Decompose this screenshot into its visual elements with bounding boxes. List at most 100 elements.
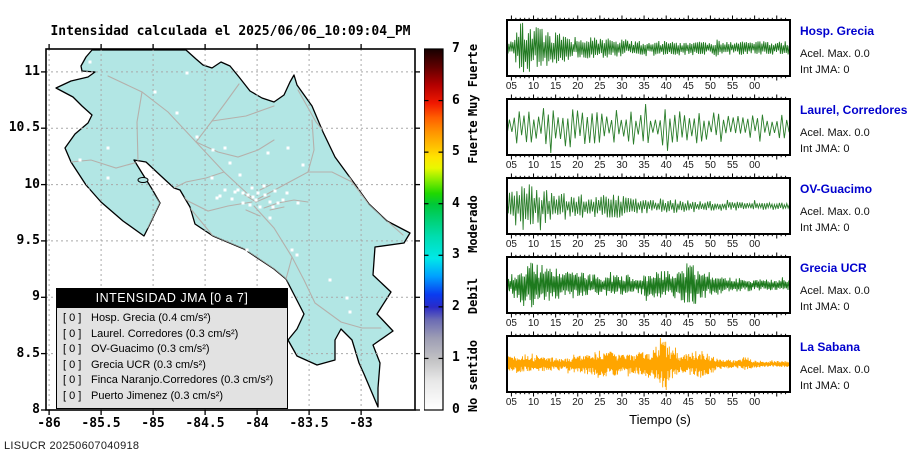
station-jma-intensity: Int JMA: 0 <box>800 64 850 76</box>
svg-text:55: 55 <box>727 239 739 250</box>
seismogram-panel-laurel-corredores: 05 10 15 20 25 30 35 40 45 50 55 00 Laurel, Corredo… <box>506 91 910 171</box>
svg-text:15: 15 <box>550 81 562 92</box>
y-tick-label: 9.5 <box>16 233 40 248</box>
time-axis-label: Tiempo (s) <box>629 412 691 427</box>
map-land <box>55 49 411 408</box>
svg-text:05: 05 <box>506 239 517 250</box>
svg-text:15: 15 <box>550 239 562 250</box>
svg-text:05: 05 <box>506 318 517 329</box>
seismogram-panel-ov-guacimo: 05 10 15 20 25 30 35 40 45 50 55 00 OV-Guacimo Acel… <box>506 170 910 250</box>
map-frame <box>45 48 416 411</box>
svg-text:20: 20 <box>572 239 584 250</box>
svg-text:40: 40 <box>661 81 673 92</box>
y-tick-label: 9 <box>32 289 40 304</box>
colorbar-tick: 3 <box>452 247 460 262</box>
x-tick-label: -83 <box>349 416 373 431</box>
seismogram-panel-grecia-ucr: 05 10 15 20 25 30 35 40 45 50 55 00 Grecia UCR Acel… <box>506 249 910 329</box>
svg-text:00: 00 <box>749 239 761 250</box>
legend-station-label: Finca Naranjo.Corredores (0.3 cm/s²) <box>91 374 274 386</box>
map-title: Intensidad calculada el 2025/06/06_10:09… <box>50 24 411 39</box>
svg-text:55: 55 <box>727 160 739 171</box>
svg-text:30: 30 <box>616 397 628 408</box>
y-tick-label: 11 <box>24 64 40 79</box>
svg-text:50: 50 <box>705 81 717 92</box>
intensity-category-label: Muy Fuerte <box>466 43 480 117</box>
colorbar-tick: 1 <box>452 350 460 365</box>
svg-text:25: 25 <box>594 397 606 408</box>
footer-watermark: LISUCR 20250607040918 <box>4 440 140 452</box>
legend-row: [ 0 ] OV-Guacimo (0.3 cm/s²) <box>63 343 210 355</box>
svg-text:50: 50 <box>705 397 717 408</box>
seismogram-plot: 05 10 15 20 25 30 35 40 45 50 55 00 <box>506 252 791 329</box>
svg-text:10: 10 <box>528 397 540 408</box>
legend-station-label: Laurel. Corredores (0.3 cm/s²) <box>91 327 239 340</box>
station-accel-max: Acel. Max. 0.0 <box>800 285 870 297</box>
svg-text:20: 20 <box>572 318 584 329</box>
svg-text:10: 10 <box>528 160 540 171</box>
colorbar-tick: 0 <box>452 402 460 417</box>
legend-row: [ 0 ] Grecia UCR (0.3 cm/s²) <box>63 358 206 371</box>
colorbar-tick: 5 <box>452 144 460 159</box>
x-tick-label: -83.5 <box>289 416 329 431</box>
legend-station-label: Grecia UCR (0.3 cm/s²) <box>91 358 206 371</box>
svg-text:30: 30 <box>616 81 628 92</box>
svg-text:10: 10 <box>528 239 540 250</box>
station-accel-max: Acel. Max. 0.0 <box>800 206 870 218</box>
legend-title: INTENSIDAD JMA [0 a 7] <box>57 289 287 308</box>
svg-text:40: 40 <box>661 397 673 408</box>
legend-station-label: OV-Guacimo (0.3 cm/s²) <box>91 343 210 355</box>
legend-row: [ 0 ] Finca Naranjo.Corredores (0.3 cm/s²… <box>63 374 274 386</box>
svg-text:30: 30 <box>616 239 628 250</box>
svg-text:30: 30 <box>616 318 628 329</box>
station-name: La Sabana <box>800 340 861 354</box>
svg-text:40: 40 <box>661 239 673 250</box>
svg-text:05: 05 <box>506 160 517 171</box>
svg-text:30: 30 <box>616 160 628 171</box>
svg-text:50: 50 <box>705 239 717 250</box>
colorbar-tick: 2 <box>452 299 460 314</box>
y-tick-label: 10.5 <box>8 120 40 135</box>
svg-text:45: 45 <box>683 160 695 171</box>
station-name: Grecia UCR <box>800 261 867 275</box>
svg-text:15: 15 <box>550 397 562 408</box>
svg-text:00: 00 <box>749 81 761 92</box>
svg-text:45: 45 <box>683 239 695 250</box>
station-name: Hosp. Grecia <box>800 24 875 38</box>
y-tick-label: 8 <box>32 402 40 417</box>
x-tick-label: -85 <box>141 416 165 431</box>
x-tick-label: -84.5 <box>185 416 225 431</box>
station-jma-intensity: Int JMA: 0 <box>800 143 850 155</box>
x-tick-label: -86 <box>37 416 61 431</box>
svg-text:40: 40 <box>661 160 673 171</box>
svg-text:35: 35 <box>639 239 651 250</box>
y-tick-label: 8.5 <box>16 346 40 361</box>
svg-text:25: 25 <box>594 239 606 250</box>
legend-station-label: Hosp. Grecia (0.4 cm/s²) <box>91 312 211 324</box>
svg-text:15: 15 <box>550 318 562 329</box>
intensity-colorbar <box>424 48 444 411</box>
station-jma-intensity: Int JMA: 0 <box>800 380 850 392</box>
svg-text:00: 00 <box>749 318 761 329</box>
svg-text:50: 50 <box>705 318 717 329</box>
svg-text:10: 10 <box>528 81 540 92</box>
svg-text:25: 25 <box>594 81 606 92</box>
road-network <box>70 75 404 329</box>
svg-text:05: 05 <box>506 81 517 92</box>
seismogram-plot: 05 10 15 20 25 30 35 40 45 50 55 00 <box>506 173 791 250</box>
svg-text:45: 45 <box>683 397 695 408</box>
svg-text:35: 35 <box>639 397 651 408</box>
seismogram-plot: 05 10 15 20 25 30 35 40 45 50 55 00 <box>506 15 791 92</box>
svg-text:20: 20 <box>572 81 584 92</box>
station-accel-max: Acel. Max. 0.0 <box>800 364 870 376</box>
svg-text:55: 55 <box>727 81 739 92</box>
colorbar-tick: 6 <box>452 93 460 108</box>
svg-text:20: 20 <box>572 397 584 408</box>
svg-text:45: 45 <box>683 81 695 92</box>
x-tick-label: -85.5 <box>81 416 121 431</box>
intensity-legend: INTENSIDAD JMA [0 a 7] [ 0 ] Hosp. Grecia… <box>56 288 288 409</box>
svg-text:35: 35 <box>639 160 651 171</box>
seismogram-panel-hosp-grecia: 05 10 15 20 25 30 35 40 45 50 55 00 Hosp. Grecia Ac… <box>506 12 910 92</box>
colorbar-tick: 4 <box>452 196 460 211</box>
legend-row: [ 0 ] Laurel. Corredores (0.3 cm/s²) <box>63 327 239 340</box>
